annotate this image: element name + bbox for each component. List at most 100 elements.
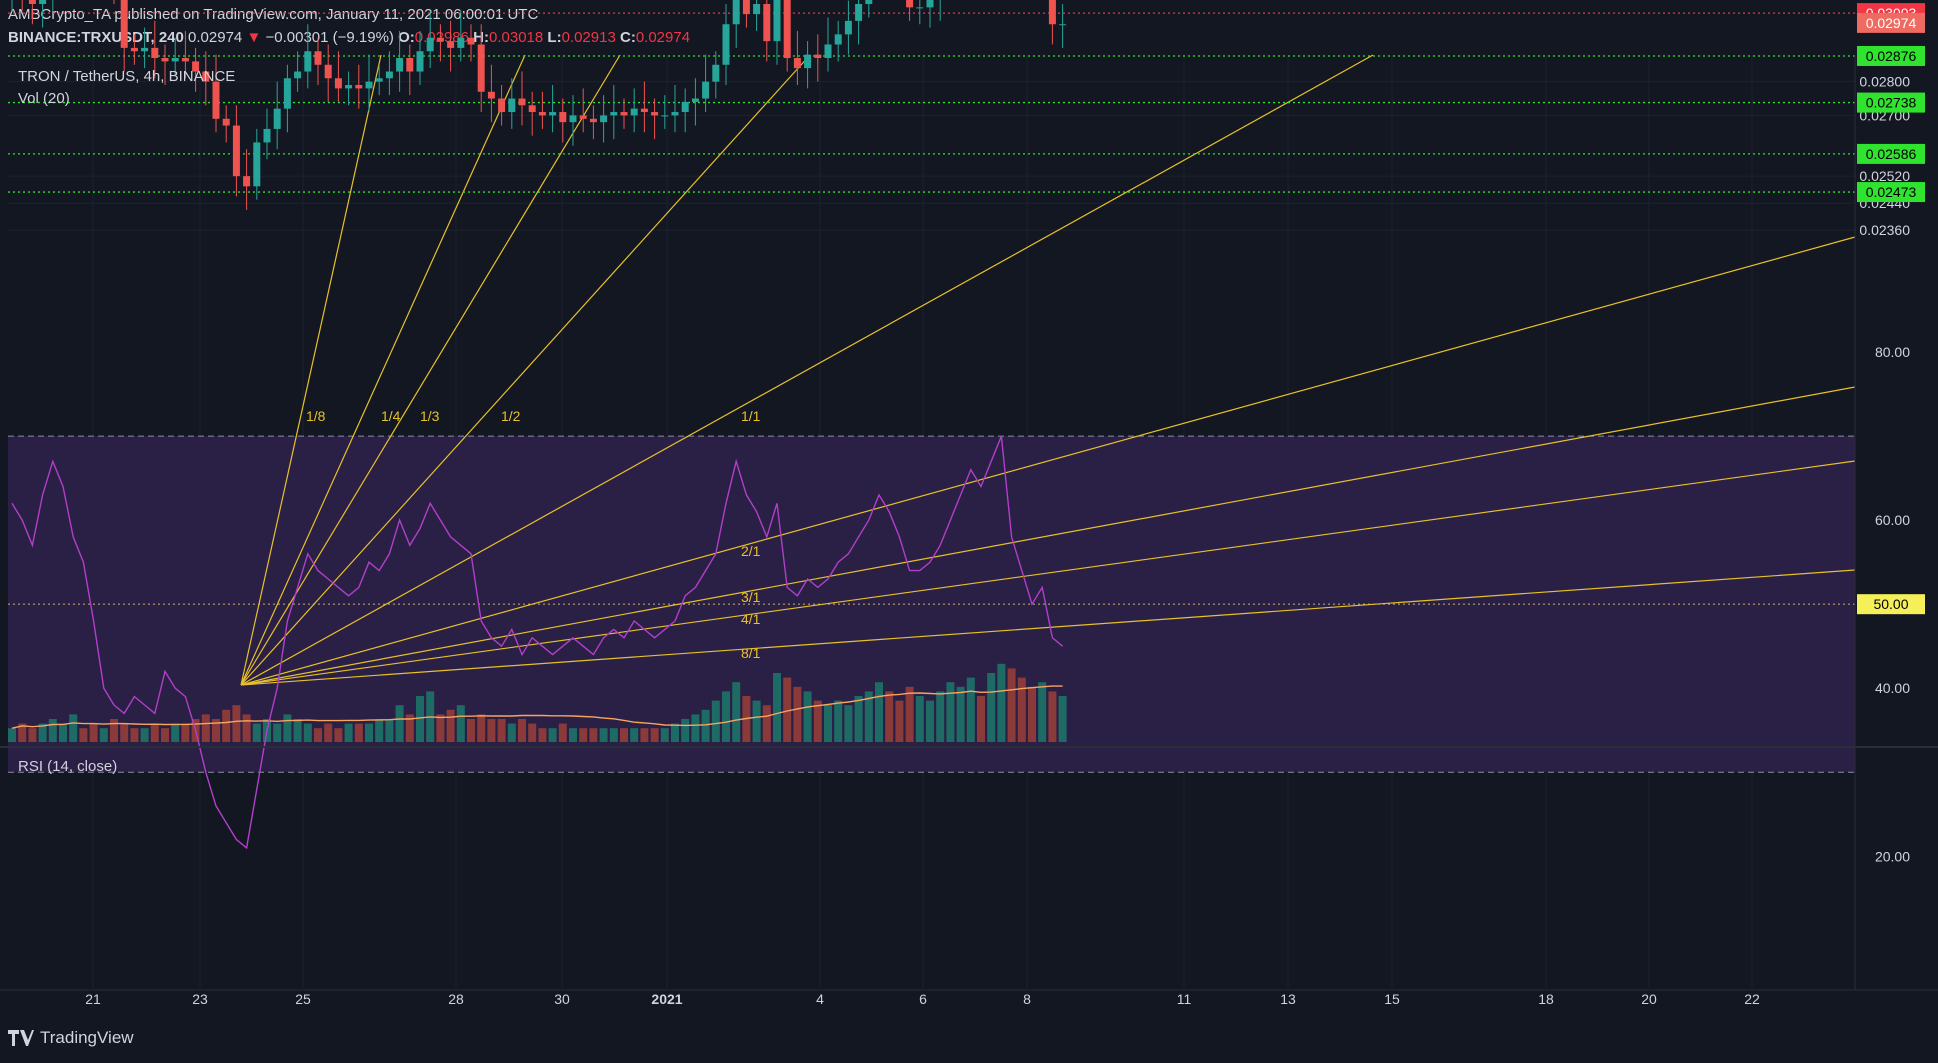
candle-body[interactable] [273,108,281,129]
candle-body[interactable] [661,115,669,117]
volume-bar [8,728,16,742]
candle-body[interactable] [457,37,465,48]
candle-body[interactable] [365,81,373,89]
candle-body[interactable] [283,78,291,109]
candle-body[interactable] [620,112,628,116]
symbol-name[interactable]: BINANCE:TRXUSDT, 240 [8,29,184,46]
candle-body[interactable] [814,54,822,59]
volume-bar [895,700,904,742]
candle-body[interactable] [487,91,495,99]
candle-body[interactable] [518,98,526,106]
volume-bar [212,719,220,742]
time-tick-label: 28 [448,991,464,1007]
candle-body[interactable] [600,115,608,123]
candle-body[interactable] [334,78,342,89]
candle-body[interactable] [732,0,740,25]
candle-body[interactable] [559,112,567,123]
candle-body[interactable] [538,112,546,116]
candle-body[interactable] [345,85,353,89]
candle-body[interactable] [222,118,230,126]
candle-body[interactable] [549,112,557,116]
tradingview-logo[interactable]: TradingView [8,1028,134,1048]
candle-body[interactable] [916,7,924,9]
price-level-value: 0.02738 [1866,95,1917,111]
rsi-tick-label: 80.00 [1875,344,1910,360]
price-level-badge [1857,143,1925,164]
candle-body[interactable] [447,41,455,48]
candle-body[interactable] [263,128,271,143]
candle-body[interactable] [294,71,302,79]
candle-body[interactable] [151,47,159,59]
candle-body[interactable] [763,3,771,42]
candle-body[interactable] [691,98,699,102]
candle-body[interactable] [824,44,832,59]
candle-body[interactable] [855,3,863,21]
gann-fan-line [240,54,382,686]
candle-body[interactable] [783,0,791,59]
candle-body[interactable] [406,58,414,72]
candle-body[interactable] [508,98,516,113]
volume-bar [997,663,1006,742]
candle-body[interactable] [304,51,312,72]
candle-body[interactable] [375,78,383,82]
volume-bar [293,719,302,742]
candle-body[interactable] [906,0,914,8]
candle-body[interactable] [141,47,149,52]
candle-body[interactable] [528,105,536,113]
candle-body[interactable] [28,0,36,4]
candle-body[interactable] [355,85,363,89]
candle-body[interactable] [130,47,138,52]
candle-body[interactable] [569,115,577,123]
candle-body[interactable] [865,0,873,4]
candle-body[interactable] [181,58,189,62]
candle-body[interactable] [120,0,128,48]
candle-body[interactable] [630,108,638,116]
candle-body[interactable] [385,71,393,79]
candle-body[interactable] [773,0,781,42]
candle-body[interactable] [722,24,730,65]
candle-body[interactable] [253,142,261,187]
candle-body[interactable] [844,20,852,35]
candle-body[interactable] [324,64,332,79]
candle-body[interactable] [702,81,710,99]
candle-body[interactable] [681,101,689,113]
candle-body[interactable] [712,64,720,82]
candle-body[interactable] [753,3,761,15]
candle-body[interactable] [498,98,506,113]
candle-body[interactable] [39,0,47,4]
candle-body[interactable] [161,58,169,62]
candle-body[interactable] [396,58,404,72]
volume-bar [548,728,557,742]
candle-body[interactable] [1059,24,1067,26]
candle-body[interactable] [651,112,659,116]
candle-body[interactable] [202,71,210,82]
candle-body[interactable] [834,34,842,45]
candle-body[interactable] [793,58,801,69]
candle-body[interactable] [477,44,485,92]
gann-fan-line [240,460,1856,686]
candle-body[interactable] [171,58,179,62]
candle-body[interactable] [804,54,812,69]
candle-body[interactable] [926,0,934,8]
candle-body[interactable] [671,112,679,116]
candle-body[interactable] [436,37,444,42]
change-value: −0.00301 (−9.19%) [265,29,394,46]
candle-body[interactable] [1048,0,1056,25]
candle-body[interactable] [589,118,597,123]
candle-body[interactable] [243,176,251,187]
candle-body[interactable] [640,108,648,113]
candle-body[interactable] [579,115,587,119]
candle-body[interactable] [742,0,750,15]
volume-bar [956,686,965,742]
candle-body[interactable] [192,61,200,72]
time-tick-label: 4 [816,991,824,1007]
volume-bar [242,714,251,742]
candle-body[interactable] [416,51,424,72]
candle-body[interactable] [467,37,475,45]
candle-body[interactable] [232,125,240,177]
candle-body[interactable] [212,81,220,119]
candle-body[interactable] [610,112,618,116]
candle-body[interactable] [426,37,434,52]
candle-body[interactable] [314,51,322,65]
